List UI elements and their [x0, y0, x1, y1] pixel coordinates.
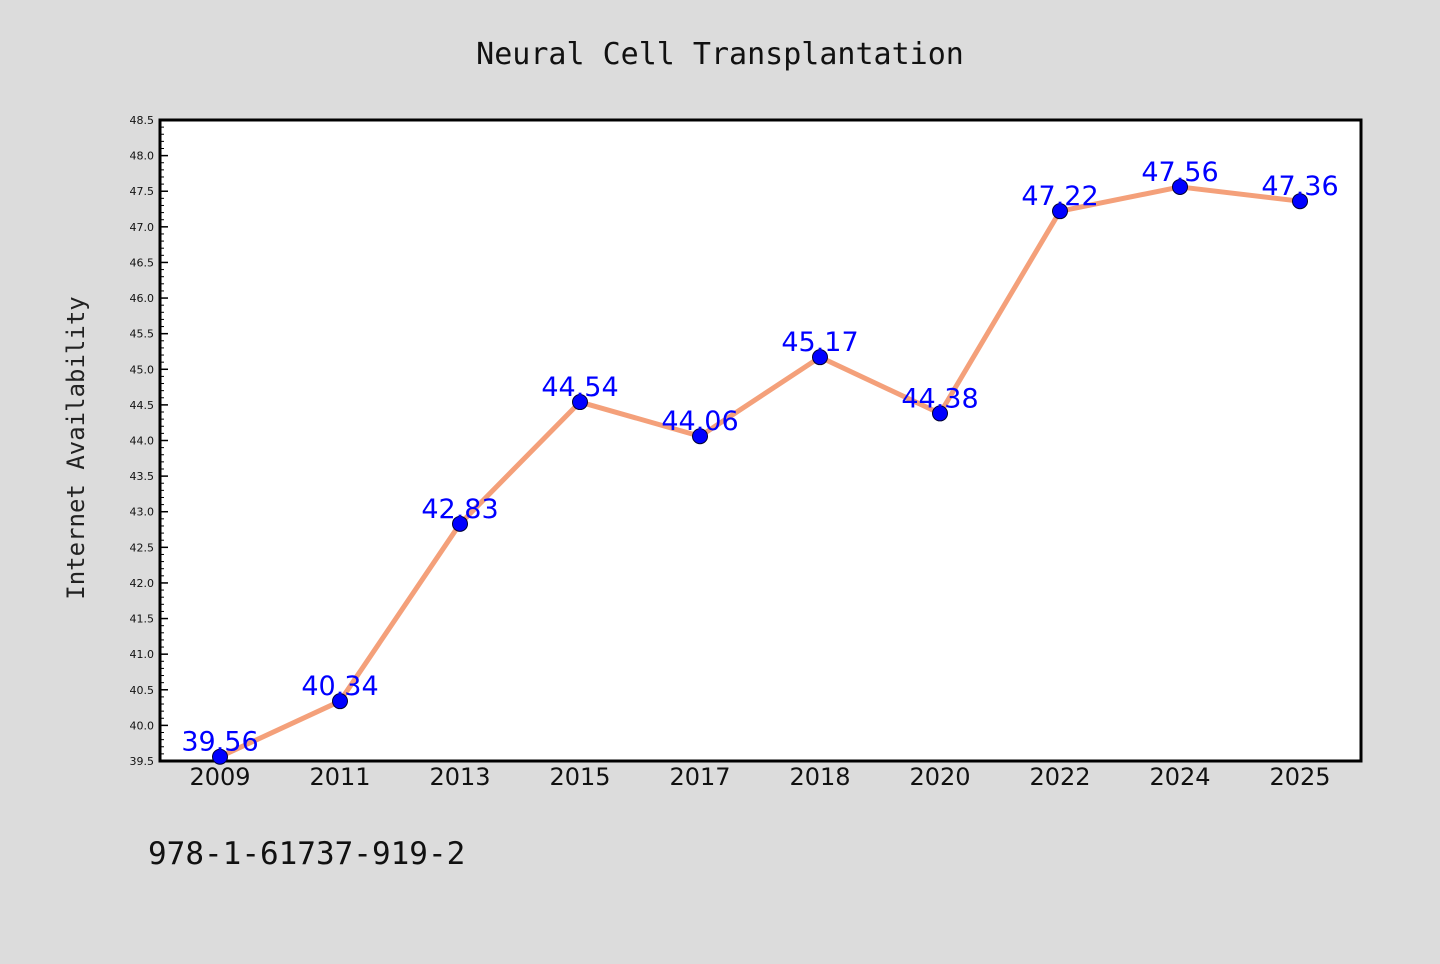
data-point	[1292, 193, 1308, 210]
data-label: 42.83	[421, 494, 498, 525]
y-tick-label: 45.5	[130, 328, 155, 341]
x-tick-label: 2022	[1029, 763, 1090, 791]
x-tick-label: 2017	[669, 763, 730, 791]
data-label: 44.38	[901, 383, 978, 414]
data-label: 39.56	[181, 727, 258, 758]
data-point	[1052, 203, 1068, 220]
data-series	[212, 178, 1308, 765]
y-tick-label: 45.0	[130, 363, 155, 376]
data-point	[452, 515, 468, 532]
y-tick-label: 41.5	[130, 613, 155, 626]
data-label: 47.22	[1021, 181, 1098, 212]
y-tick-label: 42.5	[130, 541, 155, 554]
y-tick-label: 46.5	[130, 256, 155, 269]
y-tick-label: 44.5	[130, 399, 155, 412]
x-tick-label: 2024	[1149, 763, 1210, 791]
y-tick-label: 48.0	[130, 150, 155, 163]
y-tick-label: 39.5	[130, 755, 155, 768]
data-label: 40.34	[301, 671, 378, 702]
y-tick-label: 48.5	[130, 114, 155, 127]
y-tick-label: 40.0	[130, 719, 155, 732]
y-tick-label: 40.5	[130, 684, 155, 697]
x-tick-label: 2009	[189, 763, 250, 791]
y-tick-label: 47.5	[130, 185, 155, 198]
y-axis: 39.5 40.0 40.5 41.0 41.5 42.0 42.5 43.0 43.5 44.0…	[130, 114, 168, 768]
y-tick-label: 46.0	[130, 292, 155, 305]
y-tick-label: 43.0	[130, 506, 155, 519]
isbn-text: 978-1-61737-919-2	[148, 836, 465, 872]
x-tick-label: 2025	[1269, 763, 1330, 791]
data-label: 44.06	[661, 406, 738, 437]
series-line	[217, 184, 1303, 760]
y-tick-label: 42.0	[130, 577, 155, 590]
y-tick-label: 44.0	[130, 435, 155, 448]
x-tick-label: 2020	[909, 763, 970, 791]
data-labels: 39.56 40.34 42.83 44.54 44.06 45.17 44.38 47.22…	[181, 157, 1338, 758]
x-tick-label: 2015	[549, 763, 610, 791]
data-point	[572, 394, 588, 411]
y-tick-label: 41.0	[130, 648, 155, 661]
y-tick-label: 43.5	[130, 470, 155, 483]
data-point	[332, 693, 348, 710]
data-label: 47.36	[1261, 171, 1338, 202]
x-axis: 2009 2011 2013 2015 2017 2018 2020 2022 2024 2025	[189, 763, 1330, 791]
data-point	[812, 349, 828, 366]
y-tick-label: 47.0	[130, 221, 155, 234]
x-tick-label: 2013	[429, 763, 490, 791]
plot-area	[158, 118, 1363, 763]
data-point	[692, 428, 708, 445]
data-point	[1172, 178, 1188, 195]
x-tick-label: 2018	[789, 763, 850, 791]
y-axis-label: Internet Availability	[62, 296, 90, 599]
data-label: 44.54	[541, 372, 618, 403]
data-point	[212, 748, 228, 765]
data-label: 45.17	[781, 327, 858, 358]
data-point	[932, 405, 948, 422]
chart-title: Neural Cell Transplantation	[476, 37, 964, 72]
x-tick-label: 2011	[309, 763, 370, 791]
data-label: 47.56	[1141, 157, 1218, 188]
